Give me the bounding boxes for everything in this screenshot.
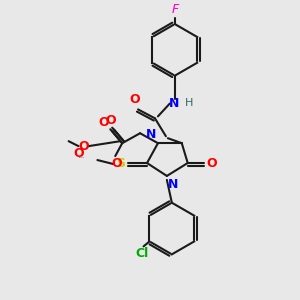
Text: O: O (99, 116, 109, 129)
Text: N: N (146, 128, 156, 141)
Text: S: S (116, 157, 125, 169)
Text: N: N (168, 178, 178, 191)
Text: Cl: Cl (135, 248, 148, 260)
Text: methoxy: methoxy (79, 156, 85, 158)
Text: O: O (73, 147, 84, 160)
Text: N: N (169, 97, 179, 110)
Text: H: H (185, 98, 193, 109)
Text: O: O (130, 93, 140, 106)
Text: O: O (207, 157, 217, 169)
Text: F: F (171, 3, 178, 16)
Text: O: O (111, 157, 122, 170)
Text: O: O (78, 140, 89, 153)
Text: O: O (105, 114, 116, 127)
